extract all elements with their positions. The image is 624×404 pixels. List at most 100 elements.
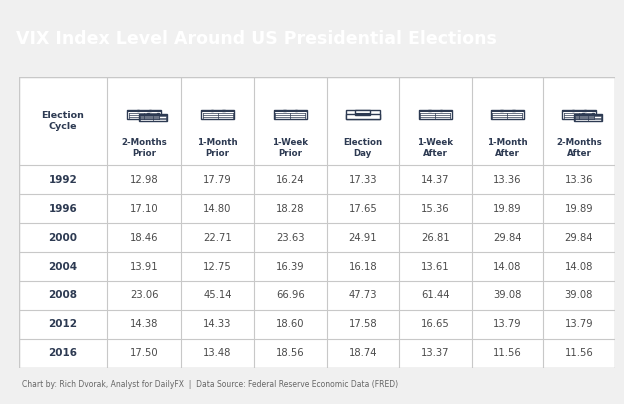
Bar — [572, 110, 574, 111]
Text: 1-Week
After: 1-Week After — [417, 138, 454, 158]
Bar — [157, 113, 159, 114]
Text: 2000: 2000 — [48, 233, 77, 243]
Text: 17.50: 17.50 — [130, 348, 158, 358]
Text: 61.44: 61.44 — [421, 290, 450, 301]
Bar — [491, 110, 524, 120]
Bar — [562, 110, 595, 112]
Text: 66.96: 66.96 — [276, 290, 305, 301]
Bar — [127, 110, 161, 120]
Bar — [201, 110, 234, 120]
Text: 45.14: 45.14 — [203, 290, 232, 301]
Bar — [283, 110, 286, 111]
Text: 17.33: 17.33 — [349, 175, 377, 185]
Bar — [582, 113, 584, 114]
Text: 13.61: 13.61 — [421, 261, 450, 271]
Text: 26.81: 26.81 — [421, 233, 450, 243]
Text: Election
Cycle: Election Cycle — [41, 112, 84, 131]
Text: 13.36: 13.36 — [493, 175, 522, 185]
Bar — [491, 110, 524, 112]
Text: Election
Day: Election Day — [343, 138, 383, 158]
Bar — [346, 110, 379, 120]
Text: 23.63: 23.63 — [276, 233, 305, 243]
Bar — [139, 114, 167, 116]
Bar — [201, 110, 234, 112]
Text: 2-Months
Prior: 2-Months Prior — [121, 138, 167, 158]
Text: 22.71: 22.71 — [203, 233, 232, 243]
Text: 1-Month
After: 1-Month After — [487, 138, 528, 158]
Text: 13.48: 13.48 — [203, 348, 232, 358]
Text: 17.79: 17.79 — [203, 175, 232, 185]
Text: 23.06: 23.06 — [130, 290, 158, 301]
Bar — [574, 114, 602, 122]
Text: 14.38: 14.38 — [130, 319, 158, 329]
Text: 14.37: 14.37 — [421, 175, 450, 185]
Text: Chart by: Rich Dvorak, Analyst for DailyFX  |  Data Source: Federal Reserve Econ: Chart by: Rich Dvorak, Analyst for Daily… — [22, 379, 398, 389]
Bar — [139, 114, 167, 122]
Bar — [210, 110, 213, 111]
Text: 18.28: 18.28 — [276, 204, 305, 214]
Bar — [127, 110, 161, 112]
Text: 17.10: 17.10 — [130, 204, 158, 214]
Text: 16.18: 16.18 — [349, 261, 377, 271]
Text: 11.56: 11.56 — [493, 348, 522, 358]
Text: 17.65: 17.65 — [348, 204, 377, 214]
Bar — [273, 110, 307, 112]
Text: 13.79: 13.79 — [493, 319, 522, 329]
Bar — [429, 110, 431, 111]
Text: 2004: 2004 — [48, 261, 77, 271]
Bar — [222, 110, 225, 111]
Text: 15.36: 15.36 — [421, 204, 450, 214]
Bar — [419, 110, 452, 112]
Text: 16.24: 16.24 — [276, 175, 305, 185]
Text: 2016: 2016 — [48, 348, 77, 358]
Text: 13.36: 13.36 — [565, 175, 593, 185]
Bar — [355, 110, 370, 115]
Text: 2012: 2012 — [48, 319, 77, 329]
Text: 47.73: 47.73 — [349, 290, 377, 301]
Text: 14.33: 14.33 — [203, 319, 232, 329]
Bar — [273, 110, 307, 120]
Text: 12.98: 12.98 — [130, 175, 158, 185]
Text: 1992: 1992 — [49, 175, 77, 185]
Bar — [500, 110, 503, 111]
Bar — [346, 114, 379, 120]
Bar — [562, 110, 595, 120]
Text: 13.37: 13.37 — [421, 348, 450, 358]
Bar — [574, 114, 602, 116]
Bar — [419, 110, 452, 120]
Text: 24.91: 24.91 — [349, 233, 377, 243]
Text: 29.84: 29.84 — [493, 233, 522, 243]
Text: 2008: 2008 — [48, 290, 77, 301]
Text: 11.56: 11.56 — [565, 348, 593, 358]
Text: 19.89: 19.89 — [493, 204, 522, 214]
Text: 1-Week
Prior: 1-Week Prior — [272, 138, 308, 158]
Text: 29.84: 29.84 — [565, 233, 593, 243]
Text: 12.75: 12.75 — [203, 261, 232, 271]
Bar — [583, 110, 586, 111]
Text: 18.60: 18.60 — [276, 319, 305, 329]
Text: 14.08: 14.08 — [494, 261, 522, 271]
Text: 14.80: 14.80 — [203, 204, 232, 214]
Text: 14.08: 14.08 — [565, 261, 593, 271]
Bar — [149, 110, 151, 111]
Text: 1996: 1996 — [49, 204, 77, 214]
Bar — [147, 113, 149, 114]
Text: 16.65: 16.65 — [421, 319, 450, 329]
Text: 2-Months
After: 2-Months After — [556, 138, 602, 158]
Bar — [512, 110, 515, 111]
Text: 16.39: 16.39 — [276, 261, 305, 271]
Text: 39.08: 39.08 — [565, 290, 593, 301]
Text: 13.91: 13.91 — [130, 261, 158, 271]
Text: VIX Index Level Around US Presidential Elections: VIX Index Level Around US Presidential E… — [16, 30, 497, 48]
Text: 39.08: 39.08 — [494, 290, 522, 301]
Text: 18.74: 18.74 — [349, 348, 377, 358]
Bar — [295, 110, 297, 111]
Text: 19.89: 19.89 — [565, 204, 593, 214]
Bar — [592, 113, 594, 114]
Text: 18.46: 18.46 — [130, 233, 158, 243]
Text: 17.58: 17.58 — [349, 319, 377, 329]
Text: 18.56: 18.56 — [276, 348, 305, 358]
Text: 1-Month
Prior: 1-Month Prior — [197, 138, 238, 158]
Bar — [440, 110, 442, 111]
Bar — [137, 110, 139, 111]
